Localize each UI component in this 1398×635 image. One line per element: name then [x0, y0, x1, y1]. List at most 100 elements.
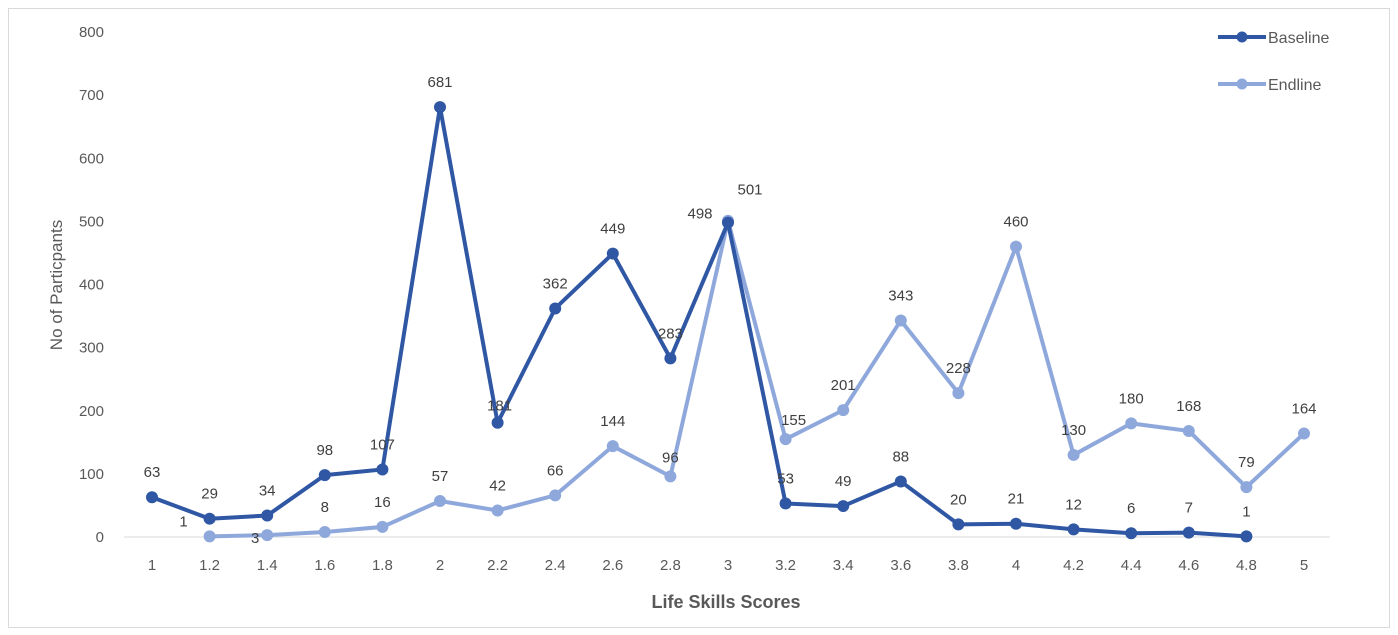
legend: Baseline Endline	[1218, 30, 1329, 94]
baseline-data-label: 181	[487, 398, 512, 415]
y-tick-label: 700	[79, 87, 104, 104]
baseline-data-point	[1182, 526, 1195, 539]
x-tick-label: 2.8	[660, 557, 681, 574]
baseline-data-label: 12	[1065, 496, 1082, 513]
baseline-data-label: 29	[201, 486, 218, 503]
baseline-data-label: 498	[687, 206, 712, 223]
endline-data-point	[1182, 424, 1195, 437]
x-tick-label: 1	[148, 557, 156, 574]
x-tick-label: 3.2	[775, 557, 796, 574]
baseline-series-line	[151, 105, 1247, 539]
baseline-data-point	[261, 509, 274, 522]
endline-data-point	[376, 520, 389, 533]
endline-data-point	[1298, 427, 1310, 440]
endline-data-label: 228	[946, 360, 971, 377]
x-tick-label: 1.4	[257, 557, 278, 574]
legend-baseline-marker	[1236, 31, 1248, 43]
endline-data-point	[1010, 240, 1022, 253]
baseline-data-point	[779, 497, 792, 510]
x-tick-label: 2.6	[602, 557, 623, 574]
baseline-data-point	[1067, 523, 1080, 536]
endline-data-label: 79	[1238, 454, 1255, 471]
endline-data-label: 66	[547, 462, 564, 479]
y-tick-label: 500	[79, 213, 104, 230]
x-tick-label: 4.2	[1063, 557, 1084, 574]
endline-data-label: 164	[1291, 400, 1316, 417]
baseline-data-label: 107	[370, 436, 395, 453]
x-tick-label: 1.6	[314, 557, 335, 574]
baseline-data-label: 49	[835, 473, 852, 490]
endline-data-label: 201	[831, 377, 856, 394]
baseline-data-point	[722, 216, 734, 229]
endline-data-label: 42	[489, 477, 506, 494]
x-tick-label: 4.4	[1121, 557, 1142, 574]
baseline-data-label: 7	[1185, 500, 1193, 517]
baseline-data-label: 34	[259, 483, 276, 500]
x-tick-label: 4.6	[1178, 557, 1199, 574]
y-tick-label: 600	[79, 150, 104, 167]
endline-data-label: 144	[600, 413, 625, 430]
legend-baseline-label: Baseline	[1268, 30, 1329, 47]
y-tick-label: 100	[79, 466, 104, 483]
endline-data-label: 57	[432, 468, 449, 485]
x-tick-label: 3.6	[890, 557, 911, 574]
x-tick-label: 1.2	[199, 557, 220, 574]
endline-data-label: 16	[374, 494, 391, 511]
baseline-data-label: 1	[1242, 503, 1250, 520]
baseline-data-point	[952, 518, 965, 531]
baseline-data-label: 21	[1008, 491, 1025, 508]
endline-data-point	[1240, 481, 1253, 494]
endline-data-label: 155	[781, 412, 806, 429]
x-tick-label: 4	[1012, 557, 1020, 574]
y-tick-label: 400	[79, 277, 104, 294]
baseline-data-point	[491, 416, 504, 429]
legend-endline-marker	[1236, 78, 1248, 90]
endline-data-point	[549, 489, 562, 502]
endline-data-label: 501	[737, 182, 762, 199]
baseline-data-label: 362	[543, 275, 568, 292]
endline-data-point	[203, 530, 216, 543]
endline-data-point	[606, 440, 619, 453]
x-tick-label: 5	[1300, 557, 1308, 574]
legend-item-endline: Endline	[1218, 77, 1321, 94]
y-axis-ticks: 0 100 200 300 400 500 600 700 800	[79, 24, 104, 546]
endline-data-label: 130	[1061, 422, 1086, 439]
x-tick-label: 3.4	[833, 557, 854, 574]
x-tick-label: 3.8	[948, 557, 969, 574]
x-tick-label: 2.2	[487, 557, 508, 574]
baseline-data-label: 681	[427, 74, 452, 91]
legend-item-baseline: Baseline	[1218, 30, 1329, 47]
x-axis-title: Life Skills Scores	[651, 592, 800, 612]
baseline-data-point	[434, 101, 446, 114]
endline-data-label: 343	[888, 287, 913, 304]
baseline-data-point	[664, 352, 677, 365]
y-tick-label: 800	[79, 24, 104, 41]
x-tick-label: 2	[436, 557, 444, 574]
baseline-data-point	[1010, 517, 1022, 530]
x-tick-label: 3	[724, 557, 732, 574]
baseline-data-label: 98	[316, 442, 333, 459]
x-tick-label: 1.8	[372, 557, 393, 574]
endline-data-point	[491, 504, 504, 517]
baseline-data-label: 283	[658, 325, 683, 342]
endline-data-point	[434, 495, 446, 508]
baseline-data-point	[894, 475, 907, 488]
y-axis-title: No of Particpants	[47, 220, 66, 350]
baseline-data-point	[549, 302, 562, 315]
endline-series-line	[209, 218, 1306, 539]
endline-data-label: 3	[251, 530, 259, 547]
endline-data-point	[1125, 417, 1138, 430]
endline-data-label: 96	[662, 449, 679, 466]
x-tick-label: 4.8	[1236, 557, 1257, 574]
endline-data-label: 1	[179, 513, 187, 530]
series-layer	[146, 101, 1310, 543]
y-tick-label: 0	[96, 529, 104, 546]
x-axis-ticks: 1 1.2 1.4 1.6 1.8 2 2.2 2.4 2.6 2.8 3 3.2 3.4 3.6 3.8 4…	[148, 557, 1308, 574]
endline-data-point	[837, 404, 850, 417]
baseline-data-label: 63	[144, 464, 161, 481]
baseline-data-label: 53	[777, 471, 794, 488]
endline-data-label: 8	[321, 499, 329, 516]
baseline-data-point	[837, 500, 850, 513]
endline-data-label: 168	[1176, 398, 1201, 415]
